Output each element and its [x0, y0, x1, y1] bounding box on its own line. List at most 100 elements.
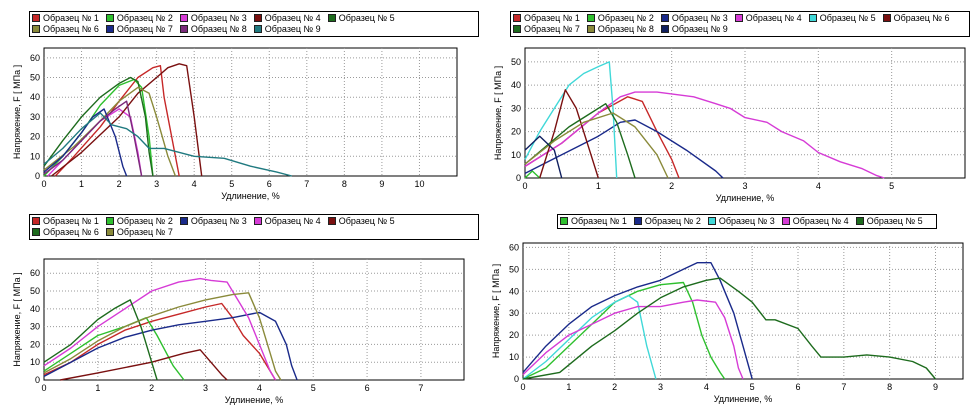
- legend-label: Образец № 1: [524, 13, 580, 23]
- legend-swatch: [179, 14, 188, 22]
- x-tick-label: 6: [795, 382, 800, 392]
- series-line-9: [524, 135, 563, 179]
- y-tick-label: 40: [30, 92, 40, 102]
- x-tick-label: 4: [704, 382, 709, 392]
- y-tick-label: 10: [30, 357, 40, 367]
- series-line-6: [43, 86, 177, 177]
- x-tick-label: 4: [257, 383, 262, 393]
- x-tick-label: 4: [816, 181, 821, 191]
- y-tick-label: 50: [509, 264, 519, 274]
- legend-item: Образец № 4: [253, 216, 321, 227]
- legend-label: Образец № 5: [866, 216, 923, 226]
- legend-swatch: [660, 14, 669, 22]
- x-tick-label: 10: [414, 179, 424, 189]
- y-tick-label: 0: [516, 173, 521, 183]
- y-tick-label: 0: [514, 374, 519, 384]
- legend-item: Образец № 2: [633, 216, 701, 227]
- series-line-7: [43, 108, 128, 177]
- series-line-3: [524, 119, 724, 179]
- y-tick-label: 40: [511, 80, 521, 90]
- legend-item: Образец № 4: [781, 216, 849, 227]
- legend-item: Образец № 4: [734, 13, 802, 24]
- legend-item: Образец № 1: [513, 13, 580, 24]
- legend-swatch: [513, 25, 521, 33]
- series-line-9: [43, 112, 292, 177]
- chart-plot-2: 0 10 20 30 40 50 0 1 2 3 4 5 Удлинение, % Напряжение,…: [493, 47, 966, 203]
- x-tick-label: 7: [841, 382, 846, 392]
- chart-panel-4: Образец № 1 Образец № 2 Образец № 3 Образец…: [485, 203, 974, 407]
- legend-label: Образец № 2: [644, 216, 701, 226]
- series-line-8: [524, 112, 669, 179]
- y-tick-label: 50: [30, 286, 40, 296]
- legend-item: Образец № 4: [253, 13, 321, 24]
- x-tick-label: 6: [267, 179, 272, 189]
- x-tick-label: 5: [889, 181, 894, 191]
- chart-legend-3: Образец № 1 Образец № 2 Образец № 3 Образец…: [29, 214, 479, 240]
- legend-swatch: [855, 217, 864, 225]
- legend-label: Образец № 1: [571, 216, 627, 226]
- plot-area: [43, 258, 465, 381]
- legend-swatch: [179, 25, 188, 33]
- x-tick-label: 3: [658, 382, 663, 392]
- legend-label: Образец № 6: [893, 13, 950, 23]
- legend-item: Образец № 3: [660, 13, 728, 24]
- y-tick-label: 40: [509, 286, 519, 296]
- legend-label: Образец № 2: [116, 13, 173, 23]
- y-tick-label: 20: [30, 339, 40, 349]
- legend-swatch: [253, 14, 262, 22]
- legend-label: Образец № 3: [718, 216, 775, 226]
- x-tick-label: 5: [750, 382, 755, 392]
- legend-swatch: [734, 14, 743, 22]
- legend-label: Образец № 7: [524, 24, 580, 34]
- legend-item: Образец № 2: [105, 13, 173, 24]
- legend-swatch: [179, 217, 188, 225]
- y-tick-label: 0: [35, 375, 40, 385]
- chart-panel-1: Образец № 1 Образец № 2 Образец № 3 Образец…: [0, 0, 480, 201]
- x-tick-label: 5: [311, 383, 316, 393]
- series-line-5: [522, 277, 937, 380]
- legend-label: Образец № 3: [190, 13, 247, 23]
- y-tick-label: 20: [511, 127, 521, 137]
- legend-label: Образец № 5: [819, 13, 876, 23]
- y-tick-label: 30: [30, 322, 40, 332]
- x-axis-title: Удлинение, %: [714, 394, 773, 404]
- y-tick-label: 40: [30, 304, 40, 314]
- y-tick-label: 50: [511, 57, 521, 67]
- legend-item: Образец № 7: [105, 24, 173, 35]
- x-tick-label: 1: [95, 383, 100, 393]
- legend-swatch: [633, 217, 642, 225]
- legend-swatch: [707, 217, 716, 225]
- x-axis-title: Удлинение, %: [225, 395, 284, 405]
- series-line-5: [43, 76, 154, 177]
- series-line-4: [43, 277, 277, 381]
- legend-label: Образец № 2: [116, 216, 173, 226]
- legend-item: Образец № 7: [513, 24, 580, 35]
- y-axis-title: Напряжение, F [ МПа ]: [12, 65, 22, 159]
- series-line-6: [43, 299, 158, 381]
- x-tick-label: 4: [192, 179, 197, 189]
- series-line-7: [524, 103, 636, 179]
- series-line-1: [54, 65, 180, 177]
- legend-label: Образец № 6: [43, 227, 99, 237]
- x-axis-title: Удлинение, %: [221, 191, 280, 201]
- chart-plot-1: 0 10 20 30 40 50 60 0 1 2 3 4 5 6 7 8 9 10 Удлинение, % Нап…: [12, 47, 458, 201]
- legend-item: Образец № 6: [882, 13, 950, 24]
- legend-swatch: [253, 217, 262, 225]
- legend-swatch: [586, 14, 595, 22]
- legend-label: Образец № 4: [264, 13, 321, 23]
- y-axis-title: Напряжение, F [ МПа ]: [491, 264, 501, 358]
- legend-item: Образец № 1: [32, 216, 99, 227]
- x-tick-label: 1: [596, 181, 601, 191]
- x-tick-label: 0: [520, 382, 525, 392]
- series-line-7: [43, 292, 282, 381]
- legend-label: Образец № 5: [338, 13, 395, 23]
- y-tick-label: 10: [511, 150, 521, 160]
- x-tick-label: 8: [887, 382, 892, 392]
- x-tick-label: 2: [612, 382, 617, 392]
- x-tick-label: 1: [566, 382, 571, 392]
- legend-label: Образец № 4: [792, 216, 849, 226]
- legend-swatch: [560, 217, 568, 225]
- x-tick-label: 1: [79, 179, 84, 189]
- legend-swatch: [253, 25, 262, 33]
- legend-item: Образец № 3: [179, 216, 247, 227]
